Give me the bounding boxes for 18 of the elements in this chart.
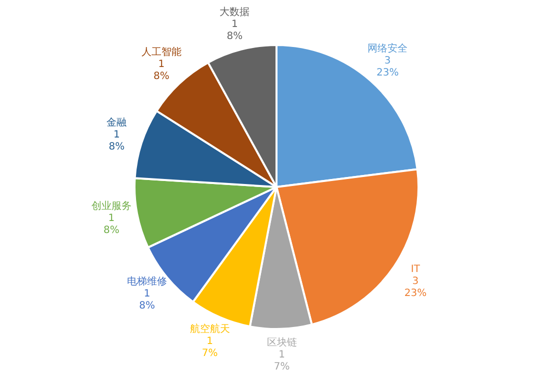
slice-label: 电梯维修 <box>127 276 168 288</box>
data-label: 3 23% <box>404 276 427 300</box>
slice-label: IT <box>410 264 421 276</box>
slice-label: 大数据 <box>220 6 250 18</box>
slice-label: 金融 <box>106 116 127 129</box>
data-label: 1 7% <box>202 336 218 359</box>
data-label: 3 23% <box>376 56 399 79</box>
data-label: 1 8% <box>104 213 120 236</box>
slice-label: 区块链 <box>266 336 297 349</box>
data-label: 1 8% <box>139 288 155 312</box>
slice-label: 航空航天 <box>190 322 230 335</box>
data-label: 1 8% <box>226 18 243 42</box>
data-label: 1 7% <box>274 350 290 373</box>
slice-label: 网络安全 <box>368 42 408 55</box>
slice-label: 人工智能 <box>141 46 182 58</box>
data-label: 1 8% <box>108 130 125 153</box>
data-label: 1 8% <box>154 59 170 82</box>
slice-label: 创业服务 <box>91 200 132 212</box>
